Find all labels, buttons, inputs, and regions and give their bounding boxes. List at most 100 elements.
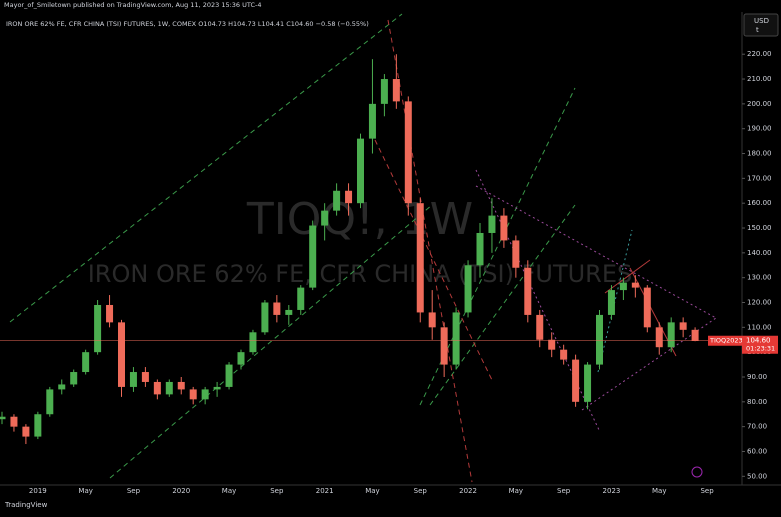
candle-body — [285, 309, 293, 315]
candle-body — [141, 372, 149, 382]
candle-body — [153, 381, 161, 395]
candle-body — [488, 215, 496, 233]
candle-body — [297, 287, 305, 310]
y-tick-label: 90.00 — [747, 373, 767, 381]
candle-body — [273, 302, 281, 315]
candle-body — [333, 190, 341, 211]
y-tick-label: 50.00 — [747, 472, 767, 480]
y-tick-label: 120.00 — [747, 299, 772, 307]
y-tick-label: 140.00 — [747, 249, 772, 257]
candle-body — [368, 103, 376, 139]
symbol-legend: IRON ORE 62% FE, CFR CHINA (TSI) FUTURES… — [6, 20, 369, 28]
candle-body — [249, 332, 257, 353]
x-tick-label: 2021 — [316, 487, 334, 495]
candle-body — [225, 364, 233, 387]
candle-body — [440, 327, 448, 365]
y-tick-label: 170.00 — [747, 174, 772, 182]
candle-body — [106, 304, 114, 323]
y-tick-label: 210.00 — [747, 75, 772, 83]
candle-body — [309, 225, 317, 288]
candle-body — [404, 101, 412, 204]
byline: Mayor_of_Smiletown published on TradingV… — [4, 1, 261, 9]
x-tick-label: 2022 — [459, 487, 477, 495]
candle-body — [58, 384, 66, 390]
candle-body — [667, 322, 675, 348]
candle-body — [596, 314, 603, 365]
candle-body — [34, 414, 42, 437]
candle-body — [560, 349, 568, 360]
price-tag — [742, 335, 778, 354]
x-tick-label: Sep — [700, 487, 714, 495]
y-tick-label: 200.00 — [747, 100, 772, 108]
candle-body — [572, 359, 580, 402]
unit-box — [743, 13, 779, 37]
candle-body — [464, 265, 472, 313]
candle-body — [548, 339, 556, 350]
candle-body — [237, 352, 245, 365]
candle-body — [631, 282, 639, 288]
event-icon[interactable] — [691, 466, 703, 478]
trendline — [109, 204, 433, 479]
candle-body — [679, 322, 687, 330]
candle-body — [345, 190, 353, 204]
y-tick-label: 60.00 — [747, 447, 767, 455]
candle-body — [691, 329, 699, 341]
x-tick-label: May — [652, 487, 666, 495]
candle-body — [118, 322, 125, 387]
candle-body — [213, 386, 221, 390]
price-tag-countdown: 01:23:31 — [746, 345, 775, 353]
candle-body — [94, 304, 102, 353]
y-tick-label: 150.00 — [747, 224, 772, 232]
candle-body — [261, 302, 269, 333]
trendline — [9, 13, 403, 323]
candle-body — [189, 389, 197, 400]
y-tick-label: 80.00 — [747, 398, 767, 406]
symbol-tag-text: TIOQ2023 — [709, 337, 743, 345]
footer: TradingView — [4, 501, 48, 509]
candle-body — [177, 381, 185, 390]
y-tick-label: 180.00 — [747, 150, 772, 158]
x-tick-label: 2020 — [172, 487, 190, 495]
candle-body — [165, 381, 173, 395]
trendline — [604, 259, 651, 294]
candle-body — [428, 312, 436, 328]
x-tick-label: Sep — [414, 487, 428, 495]
symbol-tag — [708, 335, 742, 346]
y-tick-label: 70.00 — [747, 423, 767, 431]
x-tick-label: Sep — [270, 487, 284, 495]
x-tick-label: 2023 — [603, 487, 621, 495]
candle-body — [619, 282, 627, 291]
x-tick-label: Sep — [557, 487, 571, 495]
x-tick-label: Sep — [127, 487, 141, 495]
trendline — [597, 229, 633, 373]
y-tick-label: 160.00 — [747, 199, 772, 207]
y-tick-label: 190.00 — [747, 125, 772, 133]
candle-body — [0, 416, 6, 420]
candle-body — [22, 426, 30, 437]
y-tick-label: 110.00 — [747, 323, 772, 331]
price-tag-price: 104.60 — [746, 337, 771, 345]
candle-body — [70, 372, 78, 385]
x-tick-label: May — [365, 487, 379, 495]
unit: t — [756, 26, 759, 34]
candle-body — [643, 287, 651, 328]
x-tick-label: May — [222, 487, 236, 495]
y-tick-label: 220.00 — [747, 50, 772, 58]
candle-body — [82, 352, 90, 373]
candle-body — [655, 327, 663, 348]
candle-body — [536, 314, 544, 340]
trendline — [475, 169, 601, 433]
candle-body — [129, 372, 137, 387]
currency: USD — [754, 17, 769, 25]
trendline — [387, 19, 473, 483]
watermark-name: IRON ORE 62% FE, CFR CHINA (TSI) FUTURES — [88, 260, 633, 288]
candle-body — [500, 215, 508, 241]
y-tick-label: 130.00 — [747, 274, 772, 282]
candle-body — [10, 416, 18, 427]
trendline — [475, 185, 717, 319]
candle-body — [46, 389, 54, 415]
x-tick-label: 2019 — [29, 487, 47, 495]
